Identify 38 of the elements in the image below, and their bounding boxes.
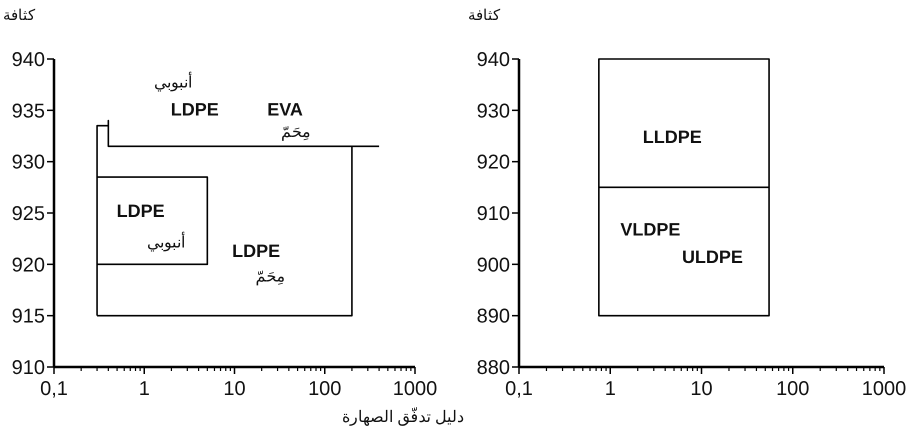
x-tick-label: 1: [138, 378, 150, 400]
x-tick-label: 10: [690, 378, 713, 400]
x-tick-label: 100: [308, 378, 342, 400]
annotation: LDPE: [116, 200, 165, 221]
annotation: LDPE: [232, 240, 280, 261]
y-tick-label: 910: [476, 203, 510, 225]
y-tick-label: 925: [12, 203, 45, 225]
y-axis-title: كثافة: [3, 7, 36, 24]
x-axis-title: دليل تدفّق الصهارة: [342, 407, 464, 426]
x-tick-label: 1000: [392, 378, 438, 400]
y-tick-label: 910: [12, 357, 45, 379]
annotation: ULDPE: [682, 247, 743, 268]
x-tick-label: 0,1: [40, 378, 68, 400]
y-tick-label: 920: [476, 152, 510, 174]
x-tick-label: 100: [776, 378, 810, 400]
annotation: أنبوبي: [154, 72, 192, 92]
x-tick-label: 0,1: [505, 378, 533, 400]
y-tick-label: 940: [12, 49, 45, 71]
y-tick-label: 940: [476, 49, 510, 71]
annotation: أنبوبي: [146, 232, 185, 252]
y-tick-label: 930: [476, 100, 510, 122]
x-tick-label: 1: [604, 378, 616, 400]
y-axis-title: كثافة: [468, 7, 501, 24]
y-tick-label: 920: [12, 254, 45, 276]
annotation: LLDPE: [642, 127, 702, 147]
y-tick-label: 915: [12, 306, 45, 328]
y-tick-label: 900: [476, 254, 510, 276]
x-tick-label: 1000: [862, 378, 906, 400]
annotation: LDPE: [170, 99, 219, 120]
x-tick-label: 10: [223, 378, 246, 400]
y-tick-label: 935: [12, 100, 45, 122]
y-tick-label: 930: [12, 152, 45, 174]
annotation: VLDPE: [620, 219, 680, 240]
y-tick-label: 890: [476, 306, 510, 328]
annotation: EVA: [267, 99, 303, 120]
annotation: مِحَمّ: [280, 124, 311, 141]
y-tick-label: 880: [476, 357, 510, 379]
annotation: مِحَمّ: [256, 268, 286, 286]
